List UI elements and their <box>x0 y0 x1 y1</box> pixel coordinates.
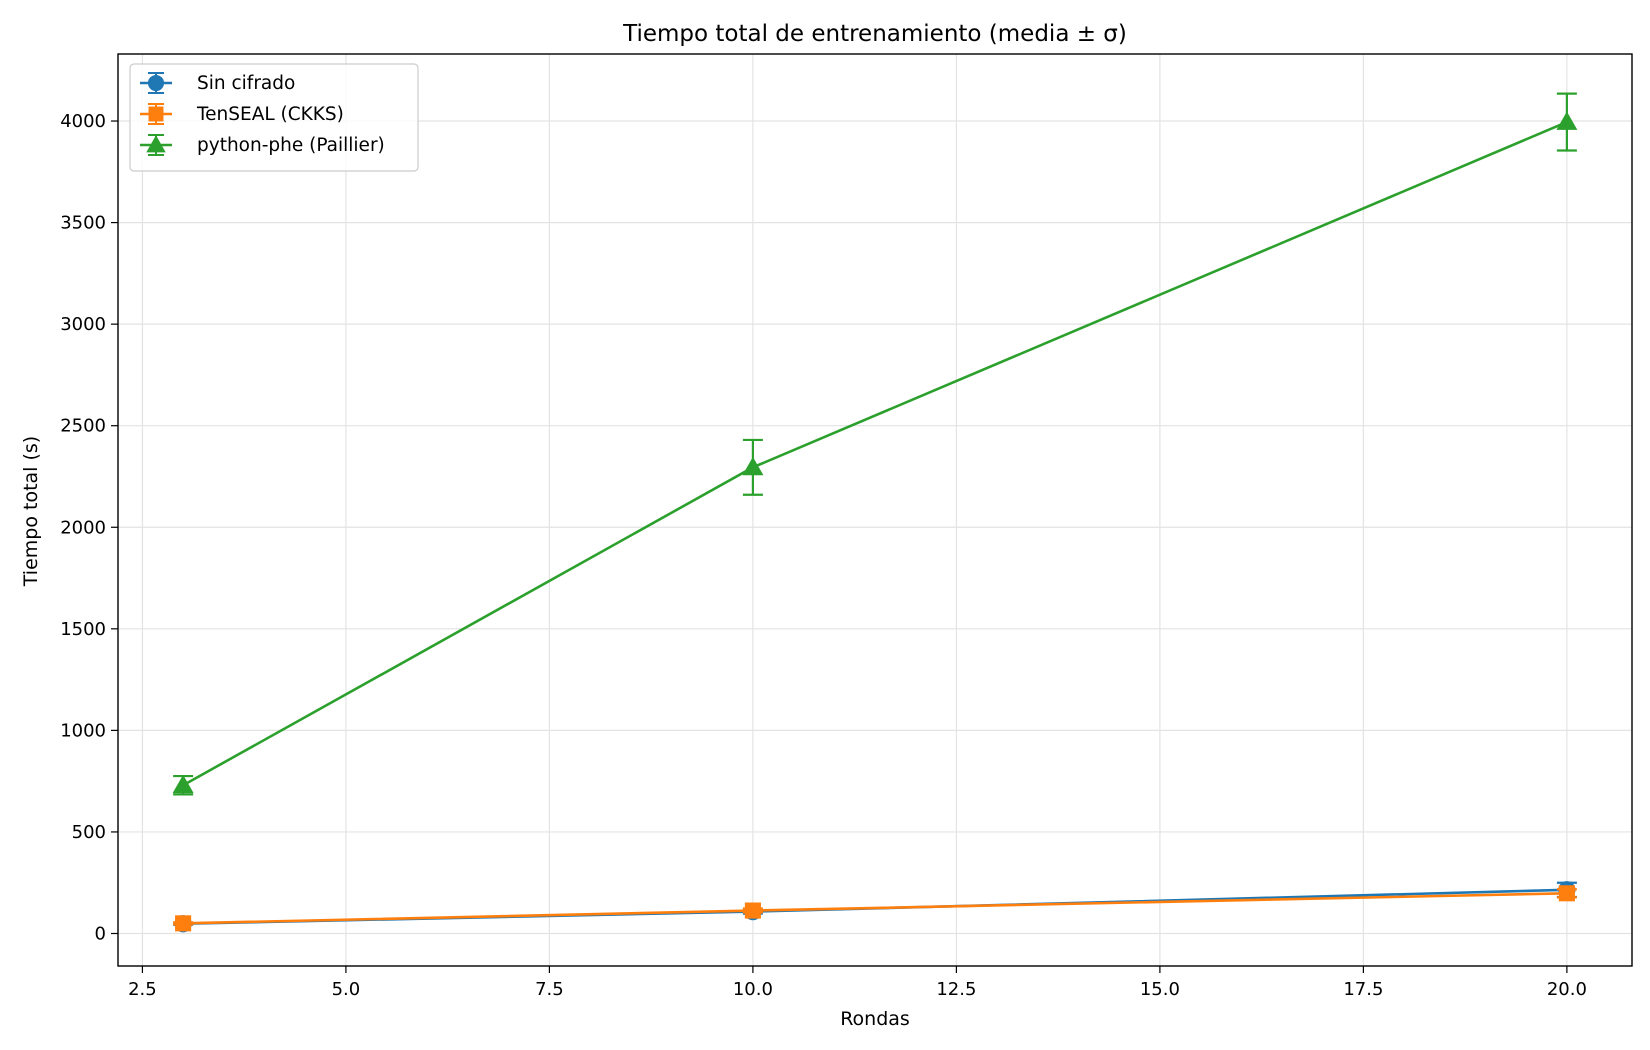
x-tick-label: 17.5 <box>1343 979 1383 1000</box>
y-tick-label: 500 <box>72 822 106 843</box>
legend-label: python-phe (Paillier) <box>197 135 385 156</box>
series-python-phe-paillier <box>172 92 1578 796</box>
y-tick-label: 1500 <box>60 619 106 640</box>
ticks: 2.5 5.0 7.5 10.0 12.5 15.0 17.5 20.0 0 500 1000 150… <box>60 111 1587 1000</box>
grid <box>118 54 1632 966</box>
data-point <box>146 135 166 153</box>
legend-label: Sin cifrado <box>197 73 295 94</box>
data-point <box>148 106 164 122</box>
plot-frame <box>117 53 1633 967</box>
y-tick-label: 2500 <box>60 416 106 437</box>
legend-box <box>129 63 419 172</box>
legend: Sin cifrado TenSEAL (CKKS) python-phe (Pai… <box>129 63 419 172</box>
legend-item: Sin cifrado <box>140 72 295 94</box>
y-tick-label: 4000 <box>60 111 106 132</box>
x-tick-label: 7.5 <box>535 979 564 1000</box>
y-tick-label: 3500 <box>60 213 106 234</box>
legend-item: TenSEAL (CKKS) <box>140 103 344 125</box>
series-tenseal-ckks <box>173 885 1577 932</box>
legend-item: python-phe (Paillier) <box>140 134 385 156</box>
y-tick-label: 0 <box>95 924 106 945</box>
y-tick-label: 1000 <box>60 720 106 741</box>
x-axis-title: Rondas <box>840 1008 910 1030</box>
data-point <box>1558 885 1575 902</box>
x-tick-label: 20.0 <box>1547 979 1587 1000</box>
data-point <box>172 774 194 794</box>
x-tick-label: 2.5 <box>128 979 157 1000</box>
y-tick-label: 2000 <box>60 517 106 538</box>
y-tick-label: 3000 <box>60 314 106 335</box>
legend-label: TenSEAL (CKKS) <box>196 104 344 125</box>
data-point <box>1556 111 1578 130</box>
x-tick-label: 12.5 <box>936 979 976 1000</box>
x-tick-label: 10.0 <box>733 979 773 1000</box>
data-point <box>742 456 764 476</box>
series-layer <box>172 92 1578 933</box>
x-tick-label: 5.0 <box>332 979 361 1000</box>
chart-title: Tiempo total de entrenamiento (media ± σ… <box>622 21 1127 47</box>
y-axis-title: Tiempo total (s) <box>20 436 42 587</box>
x-tick-label: 15.0 <box>1140 979 1180 1000</box>
data-point <box>175 915 192 932</box>
data-point <box>744 902 761 919</box>
data-point <box>147 74 165 92</box>
